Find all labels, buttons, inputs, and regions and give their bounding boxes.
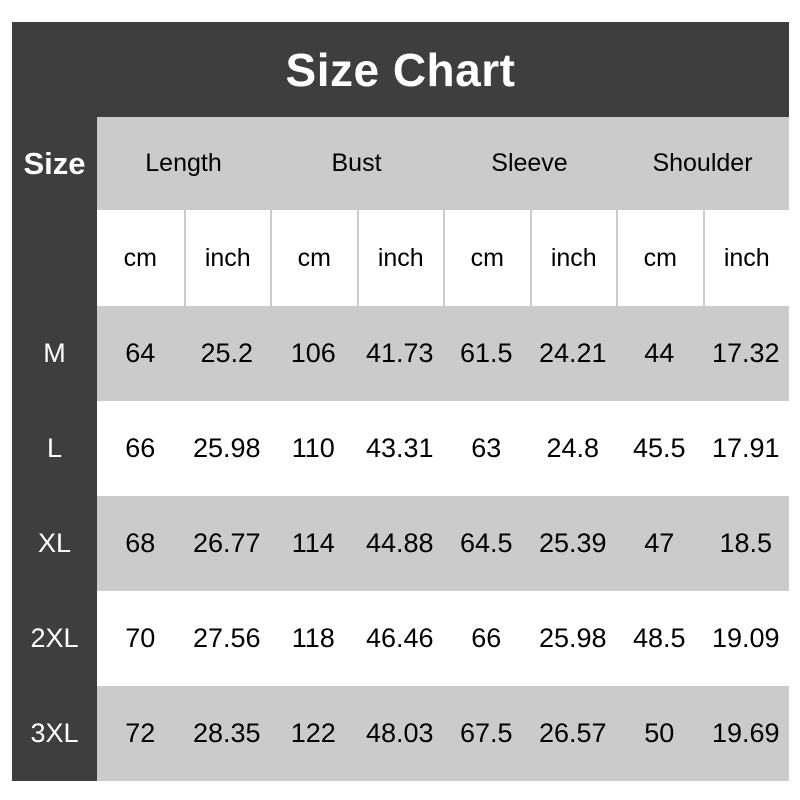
unit-header-3-inch: inch [356, 210, 443, 306]
value-cell-l-1: 25.98 [183, 401, 270, 496]
unit-row-spacer [12, 210, 97, 306]
group-header-length: Length [97, 117, 270, 210]
value-cell-l-4: 63 [443, 401, 530, 496]
value-cell-xl-6: 47 [616, 496, 703, 591]
unit-header-5-inch: inch [529, 210, 616, 306]
unit-header-7-inch: inch [702, 210, 789, 306]
value-cell-m-1: 25.2 [183, 306, 270, 401]
value-cell-xl-0: 68 [97, 496, 184, 591]
value-cell-l-3: 43.31 [356, 401, 443, 496]
value-cell-3xl-2: 122 [270, 686, 357, 781]
value-cell-3xl-3: 48.03 [356, 686, 443, 781]
chart-title: Size Chart [285, 43, 516, 96]
value-cell-m-3: 41.73 [356, 306, 443, 401]
chart-title-bar: Size Chart [12, 22, 789, 117]
unit-header-6-cm: cm [616, 210, 703, 306]
unit-header-2-cm: cm [270, 210, 357, 306]
value-cell-m-0: 64 [97, 306, 184, 401]
value-cell-3xl-7: 19.69 [702, 686, 789, 781]
value-cell-l-5: 24.8 [529, 401, 616, 496]
group-header-bust: Bust [270, 117, 443, 210]
value-cell-l-6: 45.5 [616, 401, 703, 496]
group-header-shoulder: Shoulder [616, 117, 789, 210]
size-column-header: Size [12, 117, 97, 210]
value-cell-m-4: 61.5 [443, 306, 530, 401]
size-label-2xl: 2XL [12, 591, 97, 686]
value-cell-xl-3: 44.88 [356, 496, 443, 591]
value-cell-2xl-6: 48.5 [616, 591, 703, 686]
value-cell-2xl-2: 118 [270, 591, 357, 686]
value-cell-3xl-4: 67.5 [443, 686, 530, 781]
unit-header-4-cm: cm [443, 210, 530, 306]
size-label-m: M [12, 306, 97, 401]
value-cell-2xl-3: 46.46 [356, 591, 443, 686]
size-label-3xl: 3XL [12, 686, 97, 781]
value-cell-2xl-4: 66 [443, 591, 530, 686]
value-cell-xl-7: 18.5 [702, 496, 789, 591]
value-cell-m-5: 24.21 [529, 306, 616, 401]
size-label-l: L [12, 401, 97, 496]
value-cell-3xl-1: 28.35 [183, 686, 270, 781]
value-cell-l-7: 17.91 [702, 401, 789, 496]
unit-header-0-cm: cm [97, 210, 184, 306]
group-header-sleeve: Sleeve [443, 117, 616, 210]
value-cell-m-7: 17.32 [702, 306, 789, 401]
value-cell-3xl-0: 72 [97, 686, 184, 781]
value-cell-xl-4: 64.5 [443, 496, 530, 591]
value-cell-xl-1: 26.77 [183, 496, 270, 591]
value-cell-l-0: 66 [97, 401, 184, 496]
value-cell-m-2: 106 [270, 306, 357, 401]
value-cell-xl-2: 114 [270, 496, 357, 591]
value-cell-l-2: 110 [270, 401, 357, 496]
value-cell-3xl-6: 50 [616, 686, 703, 781]
size-label-xl: XL [12, 496, 97, 591]
value-cell-2xl-5: 25.98 [529, 591, 616, 686]
value-cell-3xl-5: 26.57 [529, 686, 616, 781]
value-cell-2xl-7: 19.09 [702, 591, 789, 686]
value-cell-m-6: 44 [616, 306, 703, 401]
unit-header-1-inch: inch [183, 210, 270, 306]
value-cell-xl-5: 25.39 [529, 496, 616, 591]
value-cell-2xl-0: 70 [97, 591, 184, 686]
value-cell-2xl-1: 27.56 [183, 591, 270, 686]
size-table-grid: Size Length Bust Sleeve Shoulder cm inch cm inch… [12, 117, 789, 781]
size-chart: Size Chart Size Length Bust Sleeve Shoulder c… [12, 22, 789, 781]
